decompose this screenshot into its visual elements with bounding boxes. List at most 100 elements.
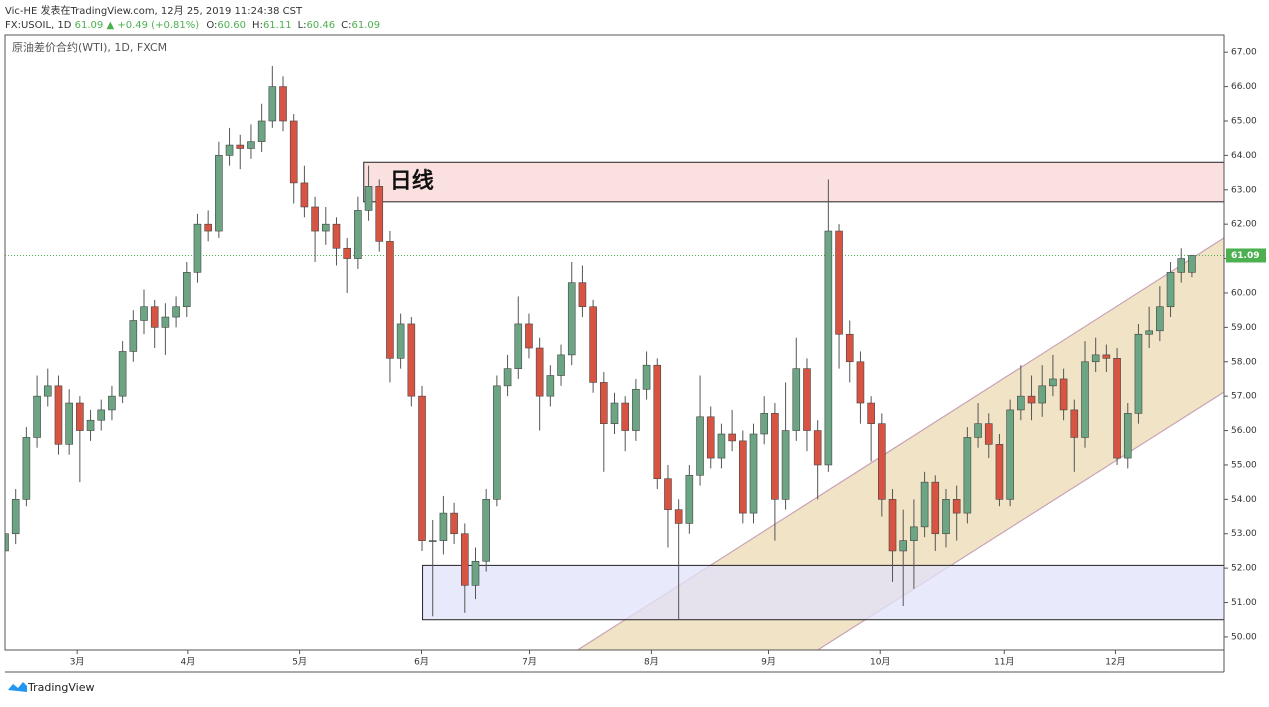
candle-body [910,526,918,541]
candle-body [140,306,148,321]
up-arrow: ▲ [106,20,114,31]
candle-body [1188,255,1196,273]
candle-body [161,316,170,328]
candle-body [1113,358,1121,459]
candle-body [343,247,351,259]
candle-body [717,433,726,459]
candle-body [257,120,266,142]
x-tick-label: 8月 [644,657,659,668]
candle-body [546,375,555,397]
candle-body [289,120,298,184]
y-tick-label: 59.00 [1231,323,1257,333]
x-tick-label: 7月 [522,657,537,668]
candle-body [781,430,790,500]
candle-body [364,186,373,211]
zone-label: 日线 [390,168,434,194]
price: 61.09 [75,20,104,31]
y-tick-label: 65.00 [1231,116,1257,126]
candle-body [108,395,116,411]
y-tick-label: 53.00 [1231,529,1257,539]
candle-body [279,86,287,122]
candle-body [33,395,41,438]
candle-body [984,423,993,445]
candle-body [482,499,490,562]
candle-body [150,306,159,328]
candle-body [5,533,9,552]
candle-body [952,499,961,514]
candle-body [878,423,886,500]
candle-body [268,86,277,122]
plot-area [5,65,1224,650]
candle-body [86,419,95,431]
y-tick-label: 66.00 [1231,82,1257,92]
candle-body [460,533,469,586]
candle-body [225,144,234,156]
candle-body [182,272,191,308]
candle-body [450,512,458,535]
chart-title: 原油差价合约(WTI), 1D, FXCM [12,40,167,54]
candle-body [664,478,672,510]
candle-body [172,306,180,318]
ohlc-value: 60.46 [307,20,336,31]
candle-body [803,368,811,431]
candle-body [396,323,405,359]
candle-body [888,499,897,552]
candle-body [813,430,822,466]
y-tick-label: 62.00 [1231,220,1257,230]
y-tick-label: 54.00 [1231,495,1257,505]
candle-body [386,241,394,359]
candle-body [11,499,20,535]
x-tick-label: 6月 [414,657,429,668]
zone [422,564,1224,621]
candle-body [1091,354,1100,363]
candle-body [76,402,84,431]
candle-body [974,423,982,438]
ohlc-label: C: [341,20,351,31]
candle-body [1027,395,1036,404]
candle-body [642,364,651,390]
candle-body [311,206,319,232]
ohlc-value: 61.11 [263,20,292,31]
candle-body [1102,354,1111,359]
x-tick-label: 11月 [994,657,1014,668]
y-tick-label: 56.00 [1231,426,1257,436]
candle-body [653,364,662,480]
candle-body [193,223,202,273]
ohlc-value: 61.09 [352,20,381,31]
candle-body [835,230,843,335]
candle-body [1049,378,1057,387]
candle-body [696,416,704,476]
candle-body [674,509,683,524]
ohlc-label: H: [252,20,263,31]
candle-body [824,230,833,466]
brand-logo [8,682,27,692]
x-tick-label: 9月 [761,657,776,668]
candle-body [22,437,31,500]
candle-body [728,433,736,442]
candle-body [899,540,908,552]
candle-body [1145,330,1153,335]
candle-body [600,382,608,424]
candle-body [321,223,330,232]
y-tick-label: 57.00 [1231,392,1257,402]
candle-body [204,223,212,232]
candle-body [418,395,426,541]
y-tick-label: 60.00 [1231,288,1257,298]
last-price-label: 61.09 [1231,251,1259,261]
candle-body [610,402,619,424]
candle-body [354,210,362,259]
x-tick-label: 10月 [870,657,890,668]
candle-body [1123,413,1132,459]
candle-body [739,440,747,514]
candle-body [771,413,779,500]
candle-body [407,323,416,397]
x-tick-label: 5月 [292,657,307,668]
candle-body [792,368,801,431]
candle-body [1177,258,1186,273]
candle-body [525,323,533,349]
candle-body [129,320,138,352]
symbol-legend: FX:USOIL, 1D 61.09 ▲ +0.49 (+0.81%) O:60… [5,20,380,31]
candle-body [942,499,950,535]
candle-body [1134,333,1143,414]
candle-body [332,223,341,249]
